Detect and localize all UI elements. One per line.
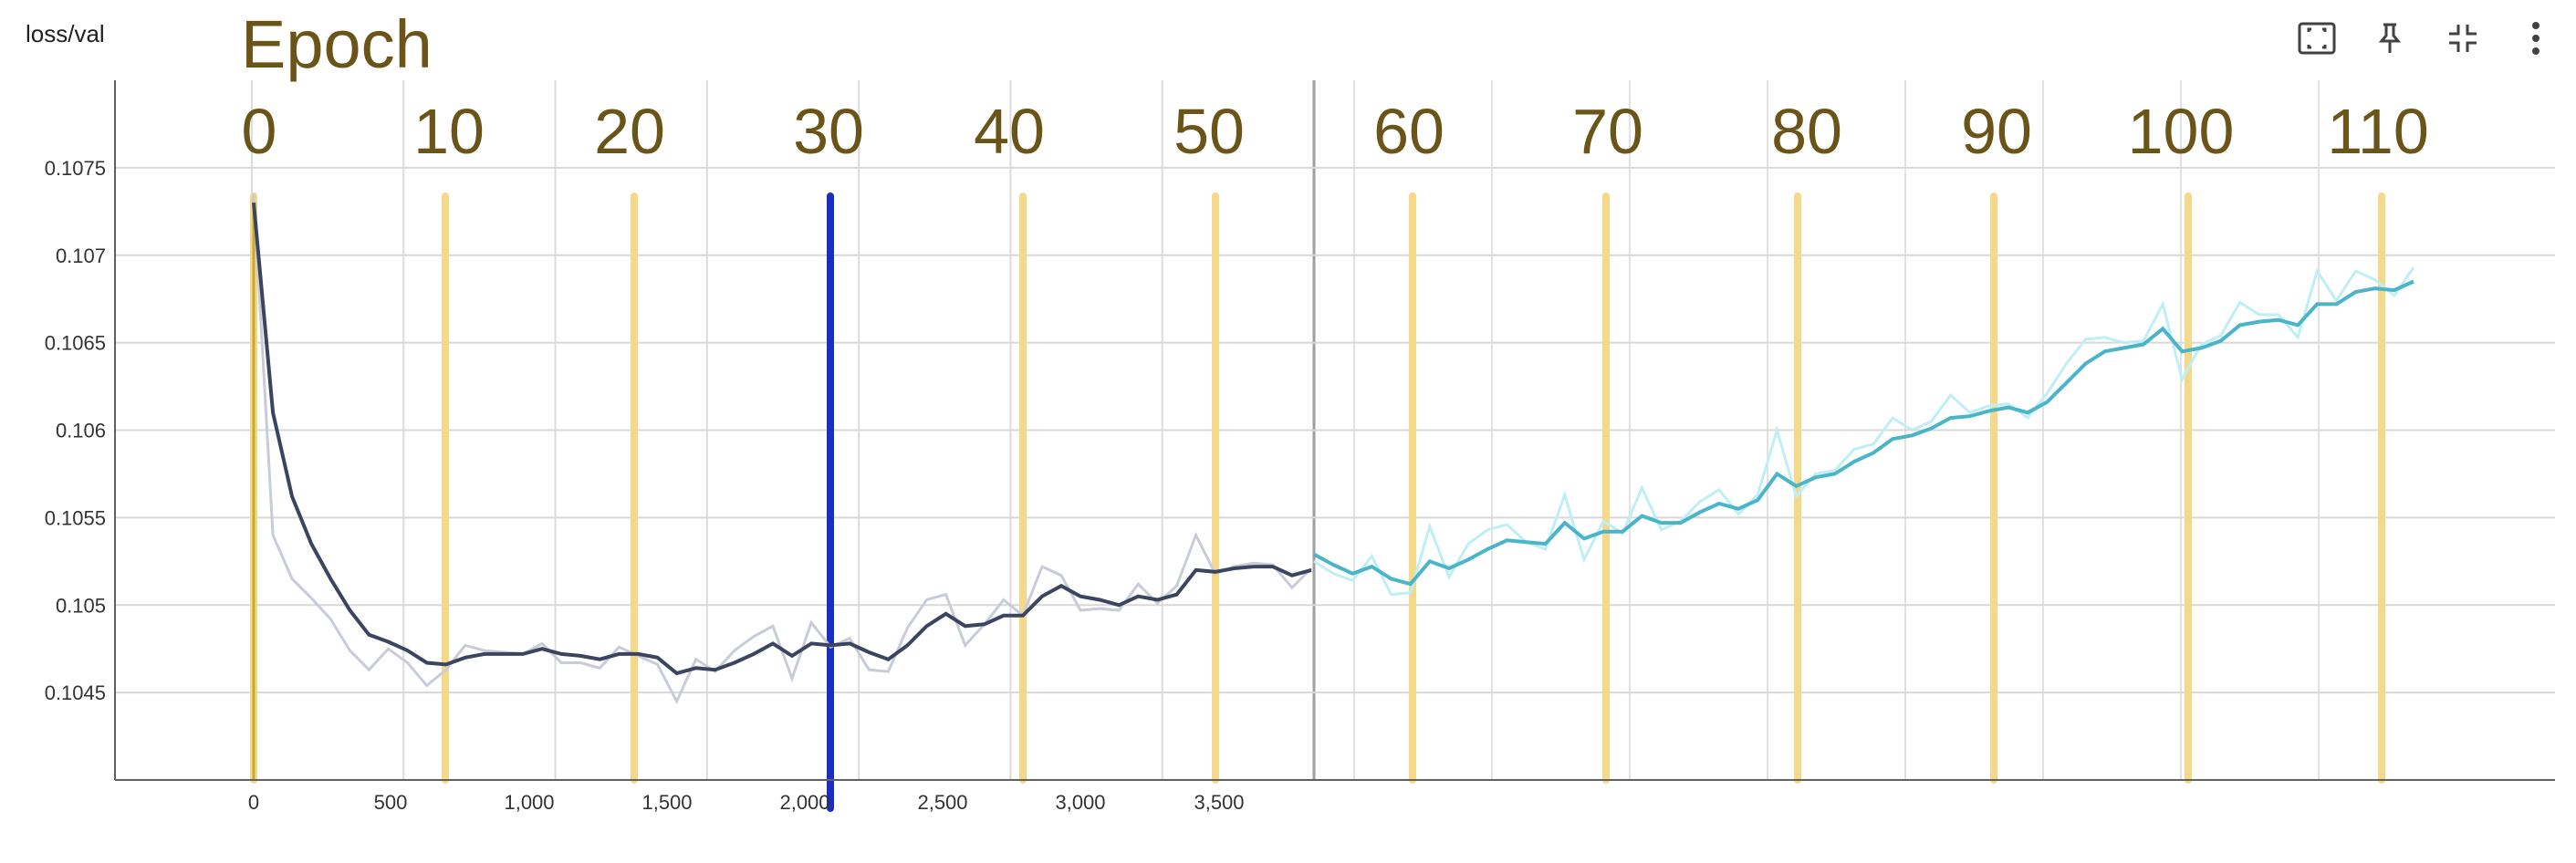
epoch-label: 10	[413, 96, 485, 167]
series-a-raw-line	[252, 193, 1313, 705]
x-tick-labels: 0 500 1,000 1,500 2,000 2,500 3,000 3,500	[248, 791, 1245, 814]
x-tick-label: 1,000	[504, 791, 554, 814]
pin-icon	[2378, 23, 2402, 53]
series-lines	[252, 193, 2415, 705]
epoch-label: 30	[793, 96, 864, 167]
collapse-icon	[2449, 25, 2477, 52]
epoch-labels: 0 10 20 30 40 50 60 70 80 90 100 110	[242, 96, 2429, 167]
x-tick-label: 1,500	[641, 791, 692, 814]
card-toolbar	[2295, 16, 2558, 60]
epoch-label: 20	[594, 96, 665, 167]
y-tick-label: 0.106	[56, 420, 106, 442]
collapse-button[interactable]	[2441, 16, 2485, 60]
x-tick-label: 3,500	[1194, 791, 1244, 814]
y-tick-label: 0.1055	[45, 506, 106, 529]
fit-domain-icon	[2298, 22, 2336, 55]
epoch-label: 60	[1373, 96, 1444, 167]
y-tick-label: 0.1065	[45, 332, 106, 355]
series-b-smoothed-line	[1313, 279, 2414, 587]
y-tick-labels: 0.1045 0.105 0.1055 0.106 0.1065 0.107 0.1075	[45, 157, 106, 704]
epoch-label: 0	[242, 96, 277, 167]
x-tick-label: 0	[248, 791, 259, 814]
more-vert-icon	[2532, 22, 2539, 55]
x-tick-label: 3,000	[1055, 791, 1105, 814]
series-b-raw-line	[1313, 266, 2415, 597]
y-tick-label: 0.105	[56, 594, 106, 617]
epoch-label: 40	[974, 96, 1045, 167]
x-tick-label: 2,000	[779, 791, 829, 814]
x-tick-label: 2,500	[917, 791, 967, 814]
y-tick-label: 0.1075	[45, 157, 106, 180]
fit-domain-button[interactable]	[2295, 16, 2339, 60]
axes	[114, 80, 2555, 781]
epoch-label: 90	[1961, 96, 2032, 167]
epoch-axis-title: Epoch	[241, 6, 433, 82]
y-tick-label: 0.1045	[45, 681, 106, 704]
x-tick-label: 500	[374, 791, 408, 814]
epoch-markers	[250, 192, 2385, 812]
epoch-label: 100	[2128, 96, 2235, 167]
epoch-label: 50	[1173, 96, 1245, 167]
epoch-label: 70	[1572, 96, 1643, 167]
series-a-smoothed-line	[252, 203, 1312, 676]
y-tick-label: 0.107	[56, 244, 106, 267]
pin-button[interactable]	[2368, 16, 2412, 60]
more-options-button[interactable]	[2514, 16, 2558, 60]
epoch-label: 110	[2327, 96, 2429, 167]
epoch-label: 80	[1771, 96, 1842, 167]
chart-title: loss/val	[26, 20, 105, 47]
horizontal-grid	[115, 166, 2555, 694]
